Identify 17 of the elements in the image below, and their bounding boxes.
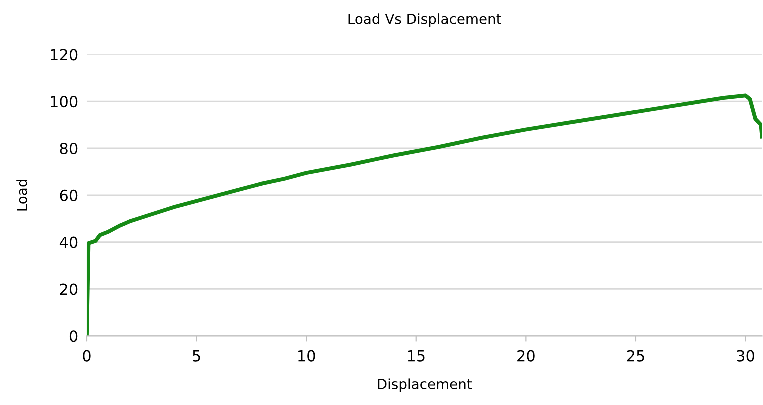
y-tick-label: 40 bbox=[60, 236, 78, 248]
x-tick-label: 5 bbox=[193, 350, 200, 362]
y-tick-label: 0 bbox=[70, 330, 78, 342]
x-tick-label: 10 bbox=[298, 350, 316, 362]
x-tick-label: 15 bbox=[408, 350, 425, 362]
y-tick-label: 120 bbox=[51, 49, 78, 61]
x-axis-title: Displacement bbox=[378, 378, 472, 392]
x-tick-label: 20 bbox=[518, 350, 535, 362]
y-tick-label: 100 bbox=[51, 96, 78, 108]
y-tick-label: 60 bbox=[60, 190, 78, 202]
chart-title: Load Vs Displacement bbox=[348, 14, 502, 28]
y-axis-title: Load bbox=[16, 180, 28, 211]
x-tick-label: 25 bbox=[627, 350, 644, 362]
x-tick-label: 0 bbox=[83, 350, 91, 362]
y-tick-label: 20 bbox=[60, 284, 78, 296]
y-tick-label: 80 bbox=[60, 142, 78, 155]
x-tick-label: 30 bbox=[737, 350, 754, 362]
